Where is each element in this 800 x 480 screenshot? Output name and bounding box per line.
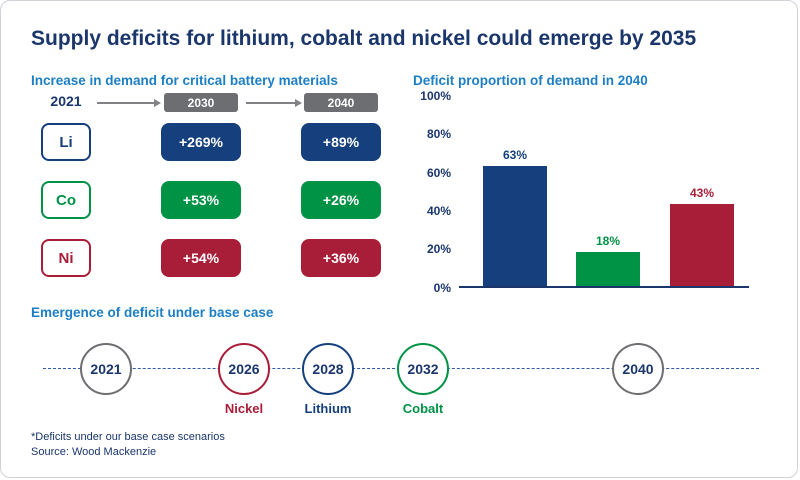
base-year-label: 2021 [50,93,82,109]
y-tick-40: 40% [426,204,451,218]
demand-value-cobalt-2040: +26% [301,181,381,219]
y-tick-80: 80% [426,127,451,141]
bar-value-label-cobalt: 18% [595,233,621,248]
timeline-section-heading: Emergence of deficit under base case [31,305,274,320]
bar-chart-plot-area: 63% 18% 43% [459,96,749,288]
element-badge-cobalt: Co [41,181,91,219]
demand-value-cobalt-2030: +53% [161,181,241,219]
timeline-node-2040: 2040 [612,343,664,395]
page-title: Supply deficits for lithium, cobalt and … [31,27,697,50]
timeline-node-2028: 2028 [302,343,354,395]
y-tick-0: 0% [433,281,451,295]
bar-value-label-nickel: 43% [689,186,715,201]
timeline-label-lithium: Lithium [304,401,352,416]
timeline-label-nickel: Nickel [224,401,264,416]
bar-lithium [483,166,547,286]
demand-value-lithium-2040: +89% [301,123,381,161]
demand-value-nickel-2040: +36% [301,239,381,277]
bar-column-cobalt: 18% [576,96,640,286]
bar-cobalt [576,251,640,286]
element-badge-nickel: Ni [41,239,91,277]
bar-column-lithium: 63% [483,96,547,286]
bar-value-label-lithium: 63% [502,148,528,163]
timeline-node-2021: 2021 [80,343,132,395]
footnote-base-case: *Deficits under our base case scenarios [31,431,225,443]
timeline-node-2026: 2026 [218,343,270,395]
demand-value-lithium-2030: +269% [161,123,241,161]
element-badge-lithium: Li [41,123,91,161]
y-tick-60: 60% [426,166,451,180]
year-chip-2040: 2040 [304,93,378,112]
bar-nickel [670,204,734,286]
demand-section-heading: Increase in demand for critical battery … [31,73,338,88]
y-tick-20: 20% [426,242,451,256]
footnote-source: Source: Wood Mackenzie [31,446,157,458]
arrow-right-icon [246,99,302,107]
timeline-node-2032: 2032 [397,343,449,395]
bar-chart-heading: Deficit proportion of demand in 2040 [413,73,648,88]
y-tick-100: 100% [420,89,451,103]
timeline-label-cobalt: Cobalt [402,401,444,416]
year-chip-2030: 2030 [164,93,238,112]
arrow-right-icon [97,99,161,107]
bar-column-nickel: 43% [670,96,734,286]
demand-value-nickel-2030: +54% [161,239,241,277]
